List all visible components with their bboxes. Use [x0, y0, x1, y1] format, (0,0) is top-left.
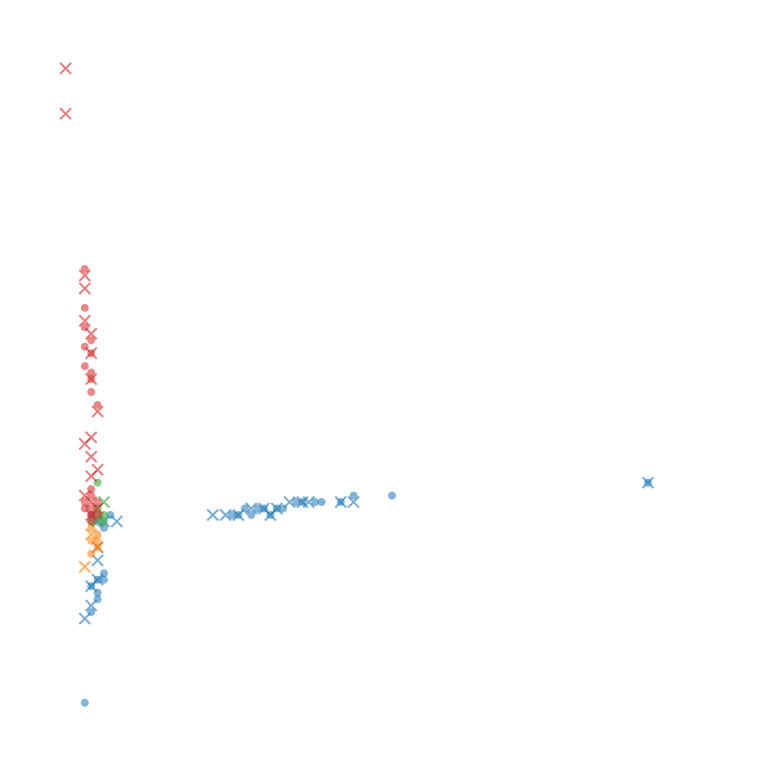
scatter-point-red-x — [59, 62, 72, 75]
scatter-point-red-x — [84, 372, 98, 386]
scatter-point-blue-x — [84, 599, 98, 612]
scatter-point-blue-x — [244, 502, 258, 515]
scatter-point-blue-x — [91, 573, 104, 586]
scatter-point-orange-dot — [93, 530, 102, 539]
scatter-point-red-dot — [93, 498, 102, 507]
scatter-point-blue-dot — [311, 498, 320, 507]
scatter-point-red-dot — [80, 303, 89, 312]
scatter-point-blue-x — [283, 495, 296, 509]
scatter-point-red-dot — [87, 517, 96, 526]
scatter-point-blue-dot — [388, 491, 396, 500]
scatter-point-red-dot — [80, 265, 89, 274]
scatter-point-red-x — [78, 437, 92, 450]
scatter-point-red-x — [84, 346, 98, 360]
scatter-point-red-x — [84, 469, 98, 483]
scatter-point-red-dot — [80, 362, 89, 371]
scatter-point-red-dot — [87, 336, 96, 345]
scatter-point-blue-x — [219, 508, 232, 522]
scatter-point-green-dot — [100, 517, 108, 526]
scatter-point-blue-dot — [228, 510, 236, 519]
scatter-point-blue-x — [302, 495, 316, 509]
scatter-point-red-dot — [80, 498, 89, 507]
scatter-point-red-dot — [87, 368, 96, 377]
scatter-point-red-dot — [93, 510, 102, 519]
scatter-point-blue-dot — [100, 575, 108, 584]
scatter-point-red-x — [78, 314, 92, 328]
scatter-point-blue-x — [641, 476, 655, 489]
scatter-point-red-x — [84, 327, 98, 340]
scatter-point-red-x — [59, 107, 72, 120]
scatter-point-blue-x — [78, 612, 92, 625]
scatter-point-red-x — [84, 508, 98, 522]
scatter-point-orange-x — [91, 541, 104, 554]
scatter-point-orange-x — [84, 528, 98, 541]
scatter-point-red-x — [91, 405, 104, 418]
scatter-point-red-dot — [87, 504, 96, 513]
scatter-point-red-dot — [87, 491, 96, 500]
scatter-point-blue-dot — [80, 698, 89, 707]
scatter-point-red-x — [84, 450, 98, 463]
scatter-point-red-x — [78, 269, 92, 282]
scatter-point-blue-dot — [247, 510, 256, 519]
scatter-point-blue-x — [270, 502, 284, 515]
scatter-point-blue-x — [110, 515, 124, 528]
scatter-point-orange-x — [78, 560, 92, 573]
scatter-point-blue-x — [206, 508, 220, 522]
scatter-point-blue-x — [347, 495, 360, 509]
scatter-point-red-dot — [87, 388, 96, 396]
scatter-point-blue-dot — [317, 498, 326, 507]
scatter-point-red-dot — [93, 400, 102, 409]
scatter-point-blue-dot — [292, 498, 300, 507]
scatter-point-blue-x — [232, 508, 245, 522]
scatter-point-blue-dot — [253, 504, 262, 513]
scatter-point-blue-dot — [349, 491, 358, 500]
scatter-point-blue-x — [334, 495, 348, 509]
scatter-point-red-x — [78, 282, 92, 295]
